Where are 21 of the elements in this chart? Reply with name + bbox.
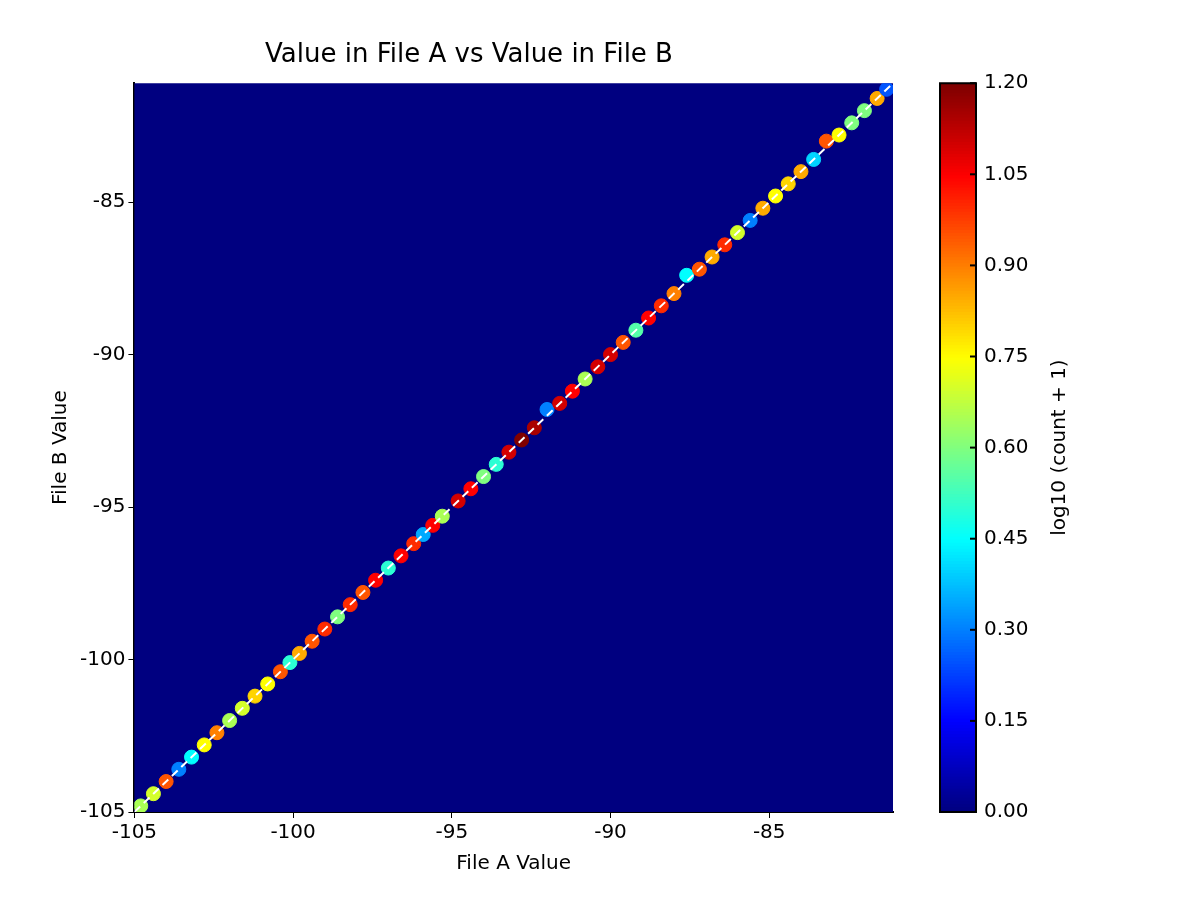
y-tick-label: -90	[92, 340, 126, 365]
y-tick-label: -95	[92, 493, 126, 518]
x-tick-label: -85	[752, 819, 786, 844]
y-tick-label: -100	[80, 645, 126, 670]
x-axis-title: File A Value	[456, 850, 572, 875]
color-bar-label: 1.05	[984, 160, 1029, 185]
chart-title: Value in File A vs Value in File B	[265, 38, 673, 69]
y-tick-label: -85	[92, 188, 126, 213]
color-bar-label: 0.15	[984, 707, 1029, 732]
color-bar-title: log10 (count + 1)	[1046, 359, 1071, 536]
x-tick-label: -100	[270, 819, 316, 844]
x-tick-label: -90	[594, 819, 627, 844]
color-bar-label: 0.75	[984, 342, 1029, 367]
color-bar-label: 0.00	[984, 798, 1029, 823]
color-bar-label: 0.60	[984, 433, 1029, 458]
y-axis-title: File B Value	[47, 390, 72, 506]
color-bar-label: 0.30	[984, 616, 1029, 640]
color-bar-label: 0.90	[984, 251, 1029, 276]
color-bar-label: 1.20	[984, 69, 1029, 94]
x-tick-label: -95	[435, 819, 469, 844]
color-bar-label: 0.45	[984, 524, 1029, 549]
